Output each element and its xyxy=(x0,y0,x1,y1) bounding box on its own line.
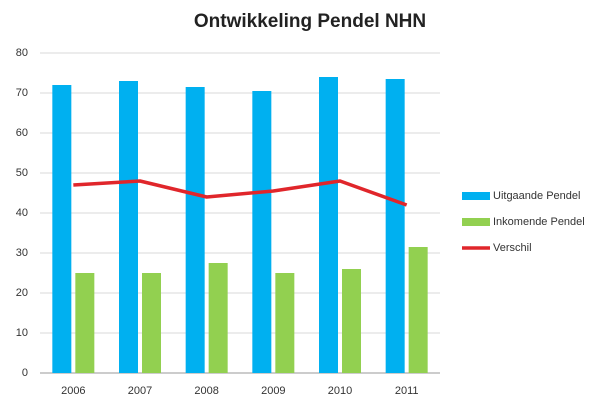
bar xyxy=(408,247,428,373)
legend-label: Inkomende Pendel xyxy=(493,216,585,228)
x-tick-label: 2008 xyxy=(194,385,218,397)
bar xyxy=(75,273,95,373)
y-tick-label: 60 xyxy=(16,127,28,139)
y-tick-label: 20 xyxy=(16,287,28,299)
x-tick-label: 2006 xyxy=(61,385,85,397)
y-tick-label: 80 xyxy=(16,47,28,59)
legend-label: Uitgaande Pendel xyxy=(493,190,580,202)
bar xyxy=(185,87,205,373)
y-tick-label: 10 xyxy=(16,327,28,339)
legend-label: Verschil xyxy=(493,242,532,254)
chart-title: Ontwikkeling Pendel NHN xyxy=(194,11,426,32)
bar xyxy=(52,85,72,373)
bar xyxy=(119,81,138,373)
x-tick-label: 2007 xyxy=(128,385,152,397)
bar xyxy=(142,273,161,373)
bar xyxy=(385,79,405,373)
line xyxy=(73,179,408,207)
x-tick-label: 2011 xyxy=(395,385,419,397)
y-tick-label: 0 xyxy=(22,367,28,379)
legend-swatch xyxy=(462,218,490,226)
bar xyxy=(252,91,272,373)
bar xyxy=(208,263,228,373)
x-tick-label: 2010 xyxy=(328,385,352,397)
y-tick-label: 40 xyxy=(16,207,28,219)
y-tick-label: 50 xyxy=(16,167,28,179)
y-tick-label: 70 xyxy=(16,87,28,99)
y-tick-label: 30 xyxy=(16,247,28,259)
bar xyxy=(342,269,361,373)
x-tick-label: 2009 xyxy=(261,385,285,397)
legend-swatch xyxy=(462,192,490,200)
bar xyxy=(319,77,338,373)
bar xyxy=(275,273,295,373)
